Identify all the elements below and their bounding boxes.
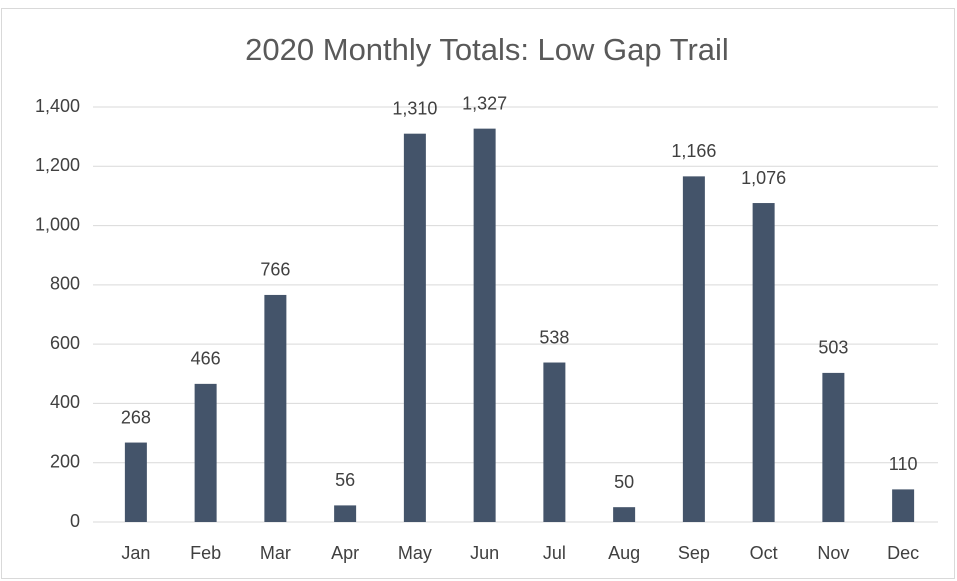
chart-title: 2020 Monthly Totals: Low Gap Trail [245,32,729,67]
bar [403,133,426,522]
bar [613,507,636,522]
data-label: 766 [260,260,290,280]
data-label: 538 [539,327,569,347]
data-label: 1,076 [741,168,786,188]
bar [752,203,775,523]
y-tick-label: 0 [70,511,80,531]
y-tick-label: 1,000 [35,214,80,234]
data-label: 503 [818,338,848,358]
x-tick-label: Jun [470,543,499,563]
bar [124,442,147,522]
bar [543,362,566,522]
bar [334,505,357,522]
x-tick-label: Dec [887,543,919,563]
data-label: 1,310 [392,98,437,118]
x-tick-label: Apr [331,543,359,563]
data-label: 1,327 [462,93,507,113]
y-tick-label: 800 [50,274,80,294]
x-tick-label: Feb [190,543,221,563]
bar [194,383,217,522]
data-label: 56 [335,470,355,490]
bar [473,128,496,522]
bar [892,489,915,522]
bar [822,372,845,522]
data-label: 1,166 [671,141,716,161]
bar [264,294,287,522]
y-tick-label: 600 [50,333,80,353]
data-label: 466 [191,349,221,369]
x-tick-label: May [398,543,432,563]
y-tick-label: 1,400 [35,96,80,116]
y-tick-label: 200 [50,451,80,471]
bar [682,176,705,522]
x-tick-label: Jan [121,543,150,563]
x-tick-label: Mar [260,543,291,563]
y-tick-label: 400 [50,392,80,412]
x-tick-label: Nov [817,543,849,563]
x-tick-label: Sep [678,543,710,563]
x-tick-label: Aug [608,543,640,563]
y-tick-label: 1,200 [35,155,80,175]
x-tick-label: Jul [543,543,566,563]
data-label: 110 [889,454,918,474]
data-label: 50 [614,472,634,492]
data-label: 268 [121,407,151,427]
x-tick-label: Oct [750,543,778,563]
